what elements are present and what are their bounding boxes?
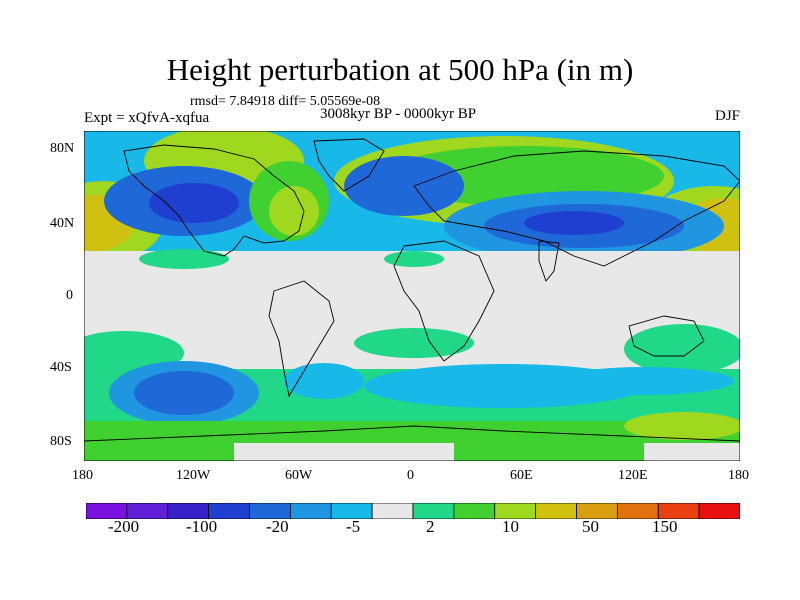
- colorbar-swatch: [289, 503, 332, 519]
- colorbar-swatch: [535, 503, 577, 519]
- season-label: DJF: [714, 108, 740, 124]
- colorbar-swatch: [371, 503, 414, 519]
- colorbar-label: -200: [108, 517, 140, 536]
- lon-tick-label: 60E: [510, 468, 533, 483]
- experiment-label: Expt = xQfvA-xqfua: [84, 110, 210, 126]
- colorbar-label: 2: [426, 517, 435, 536]
- lon-tick-label: 0: [407, 468, 414, 483]
- lon-tick-label: 120E: [618, 468, 648, 483]
- stats-text: rmsd= 7.84918 diff= 5.05569e-08: [190, 94, 381, 109]
- colorbar-label: -20: [266, 517, 289, 536]
- coastlines: [84, 138, 740, 442]
- colorbar-label: -100: [186, 517, 218, 536]
- lon-tick-label: 60W: [285, 468, 313, 483]
- north-band: [84, 131, 740, 269]
- lat-tick-label: 40N: [50, 216, 75, 231]
- colorbar: [86, 503, 740, 519]
- colorbar-label: 50: [582, 517, 599, 536]
- colorbar-label: 150: [652, 517, 678, 536]
- period-text: 3008kyr BP - 0000kyr BP: [320, 106, 477, 122]
- map-title: Height perturbation at 500 hPa (in m): [166, 52, 634, 87]
- lat-tick-label: 80N: [50, 141, 75, 156]
- colorbar-swatch: [698, 503, 740, 519]
- lon-tick-label: 180: [72, 468, 93, 483]
- colorbar-label: 10: [502, 517, 519, 536]
- south-band: [84, 324, 740, 461]
- lon-tick-label: 180: [728, 468, 749, 483]
- colorbar-swatch: [453, 503, 496, 519]
- map-plot: [84, 131, 740, 461]
- lon-tick-label: 120W: [176, 468, 211, 483]
- colorbar-label: -5: [346, 517, 361, 536]
- lat-tick-label: 80S: [50, 434, 72, 449]
- lat-tick-label: 0: [66, 288, 73, 303]
- lat-tick-label: 40S: [50, 360, 72, 375]
